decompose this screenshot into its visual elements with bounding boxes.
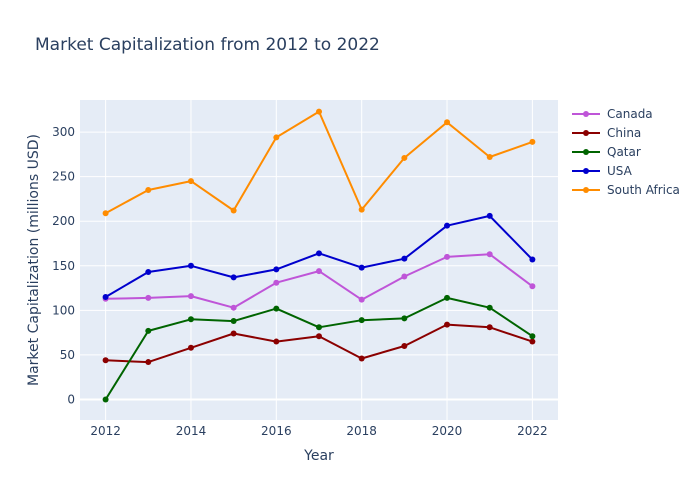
legend-swatch-marker [583,111,589,117]
data-point [358,264,365,271]
y-tick-label: 100 [52,303,75,317]
series-canada [102,251,536,311]
data-point [145,269,152,276]
data-point [444,119,451,126]
legend-swatch-marker [583,168,589,174]
data-point [273,279,280,286]
series-layer [102,108,536,403]
legend-item: China [572,126,641,140]
plot-area [80,100,558,420]
data-point [316,333,322,340]
data-point [273,338,280,345]
data-point [401,255,408,262]
y-tick-label: 250 [52,170,75,184]
data-point [102,293,109,300]
data-point [102,357,109,364]
data-point [230,318,237,325]
data-point [529,338,536,345]
data-point [316,268,322,275]
y-tick-label: 50 [60,348,75,362]
data-point [316,108,322,115]
data-point [358,296,365,303]
data-point [273,134,280,141]
legend-swatch-marker [583,149,589,155]
legend-label: China [607,126,641,140]
data-point [316,250,322,257]
data-point [145,187,152,194]
y-axis-title: Market Capitalization (millions USD) [26,134,42,386]
data-point [529,283,536,290]
y-tick-label: 150 [52,259,75,273]
data-point [486,251,493,258]
data-point [401,315,408,322]
data-point [102,210,109,217]
legend-label: Qatar [607,145,641,159]
data-point [444,321,451,328]
data-point [273,305,280,312]
data-point [273,266,280,273]
data-point [401,154,408,161]
data-point [230,330,237,337]
data-point [358,355,365,362]
data-point [102,396,109,403]
legend-label: Canada [607,107,653,121]
x-tick-label: 2020 [432,424,463,438]
series-south-africa [102,108,536,217]
legend-swatch-marker [583,130,589,136]
data-point [358,206,365,213]
x-tick-label: 2022 [517,424,548,438]
data-point [529,333,536,340]
legend-item: USA [572,164,633,178]
x-tick-label: 2014 [176,424,207,438]
series-usa [102,212,536,300]
data-point [230,304,237,311]
series-china [102,321,536,366]
data-point [486,324,493,331]
y-tick-label: 200 [52,214,75,228]
data-point [529,256,536,263]
data-point [486,304,493,311]
legend-item: Canada [572,107,653,121]
data-point [444,253,451,260]
data-point [230,274,237,281]
data-point [529,138,536,145]
x-tick-label: 2016 [261,424,292,438]
series-qatar [102,294,536,403]
chart-title: Market Capitalization from 2012 to 2022 [35,35,380,55]
legend-item: Qatar [572,145,641,159]
data-point [444,222,451,229]
data-point [187,344,194,351]
data-point [187,293,194,300]
legend-swatch-marker [583,187,589,193]
data-point [230,207,237,214]
legend: Canada China Qatar USA South Africa [572,107,680,197]
data-point [486,154,493,161]
data-point [145,294,152,301]
data-point [145,327,152,334]
data-point [401,343,408,350]
data-point [187,316,194,323]
axis-ticks: 2012 2014 2016 2018 2020 2022 0 50 100 150 200 250 3… [52,125,548,438]
data-point [187,262,194,269]
legend-label: USA [607,164,633,178]
data-point [444,294,451,301]
data-point [358,317,365,324]
legend-item: South Africa [572,183,680,197]
data-point [486,212,493,219]
y-tick-label: 300 [52,125,75,139]
data-point [401,273,408,280]
data-point [145,359,152,366]
data-point [316,324,322,331]
x-tick-label: 2018 [346,424,377,438]
x-tick-label: 2012 [90,424,121,438]
y-tick-label: 0 [67,392,75,406]
x-axis-title: Year [303,448,334,464]
data-point [187,178,194,185]
legend-label: South Africa [607,183,680,197]
